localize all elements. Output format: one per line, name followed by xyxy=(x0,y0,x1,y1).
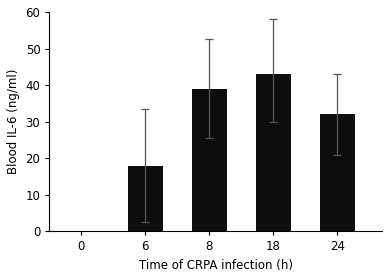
Bar xyxy=(192,89,227,232)
Y-axis label: Blood IL-6 (ng/ml): Blood IL-6 (ng/ml) xyxy=(7,69,20,174)
Bar xyxy=(320,114,355,232)
Bar xyxy=(128,166,163,232)
Bar xyxy=(256,74,291,232)
X-axis label: Time of CRPA infection (h): Time of CRPA infection (h) xyxy=(139,259,293,272)
